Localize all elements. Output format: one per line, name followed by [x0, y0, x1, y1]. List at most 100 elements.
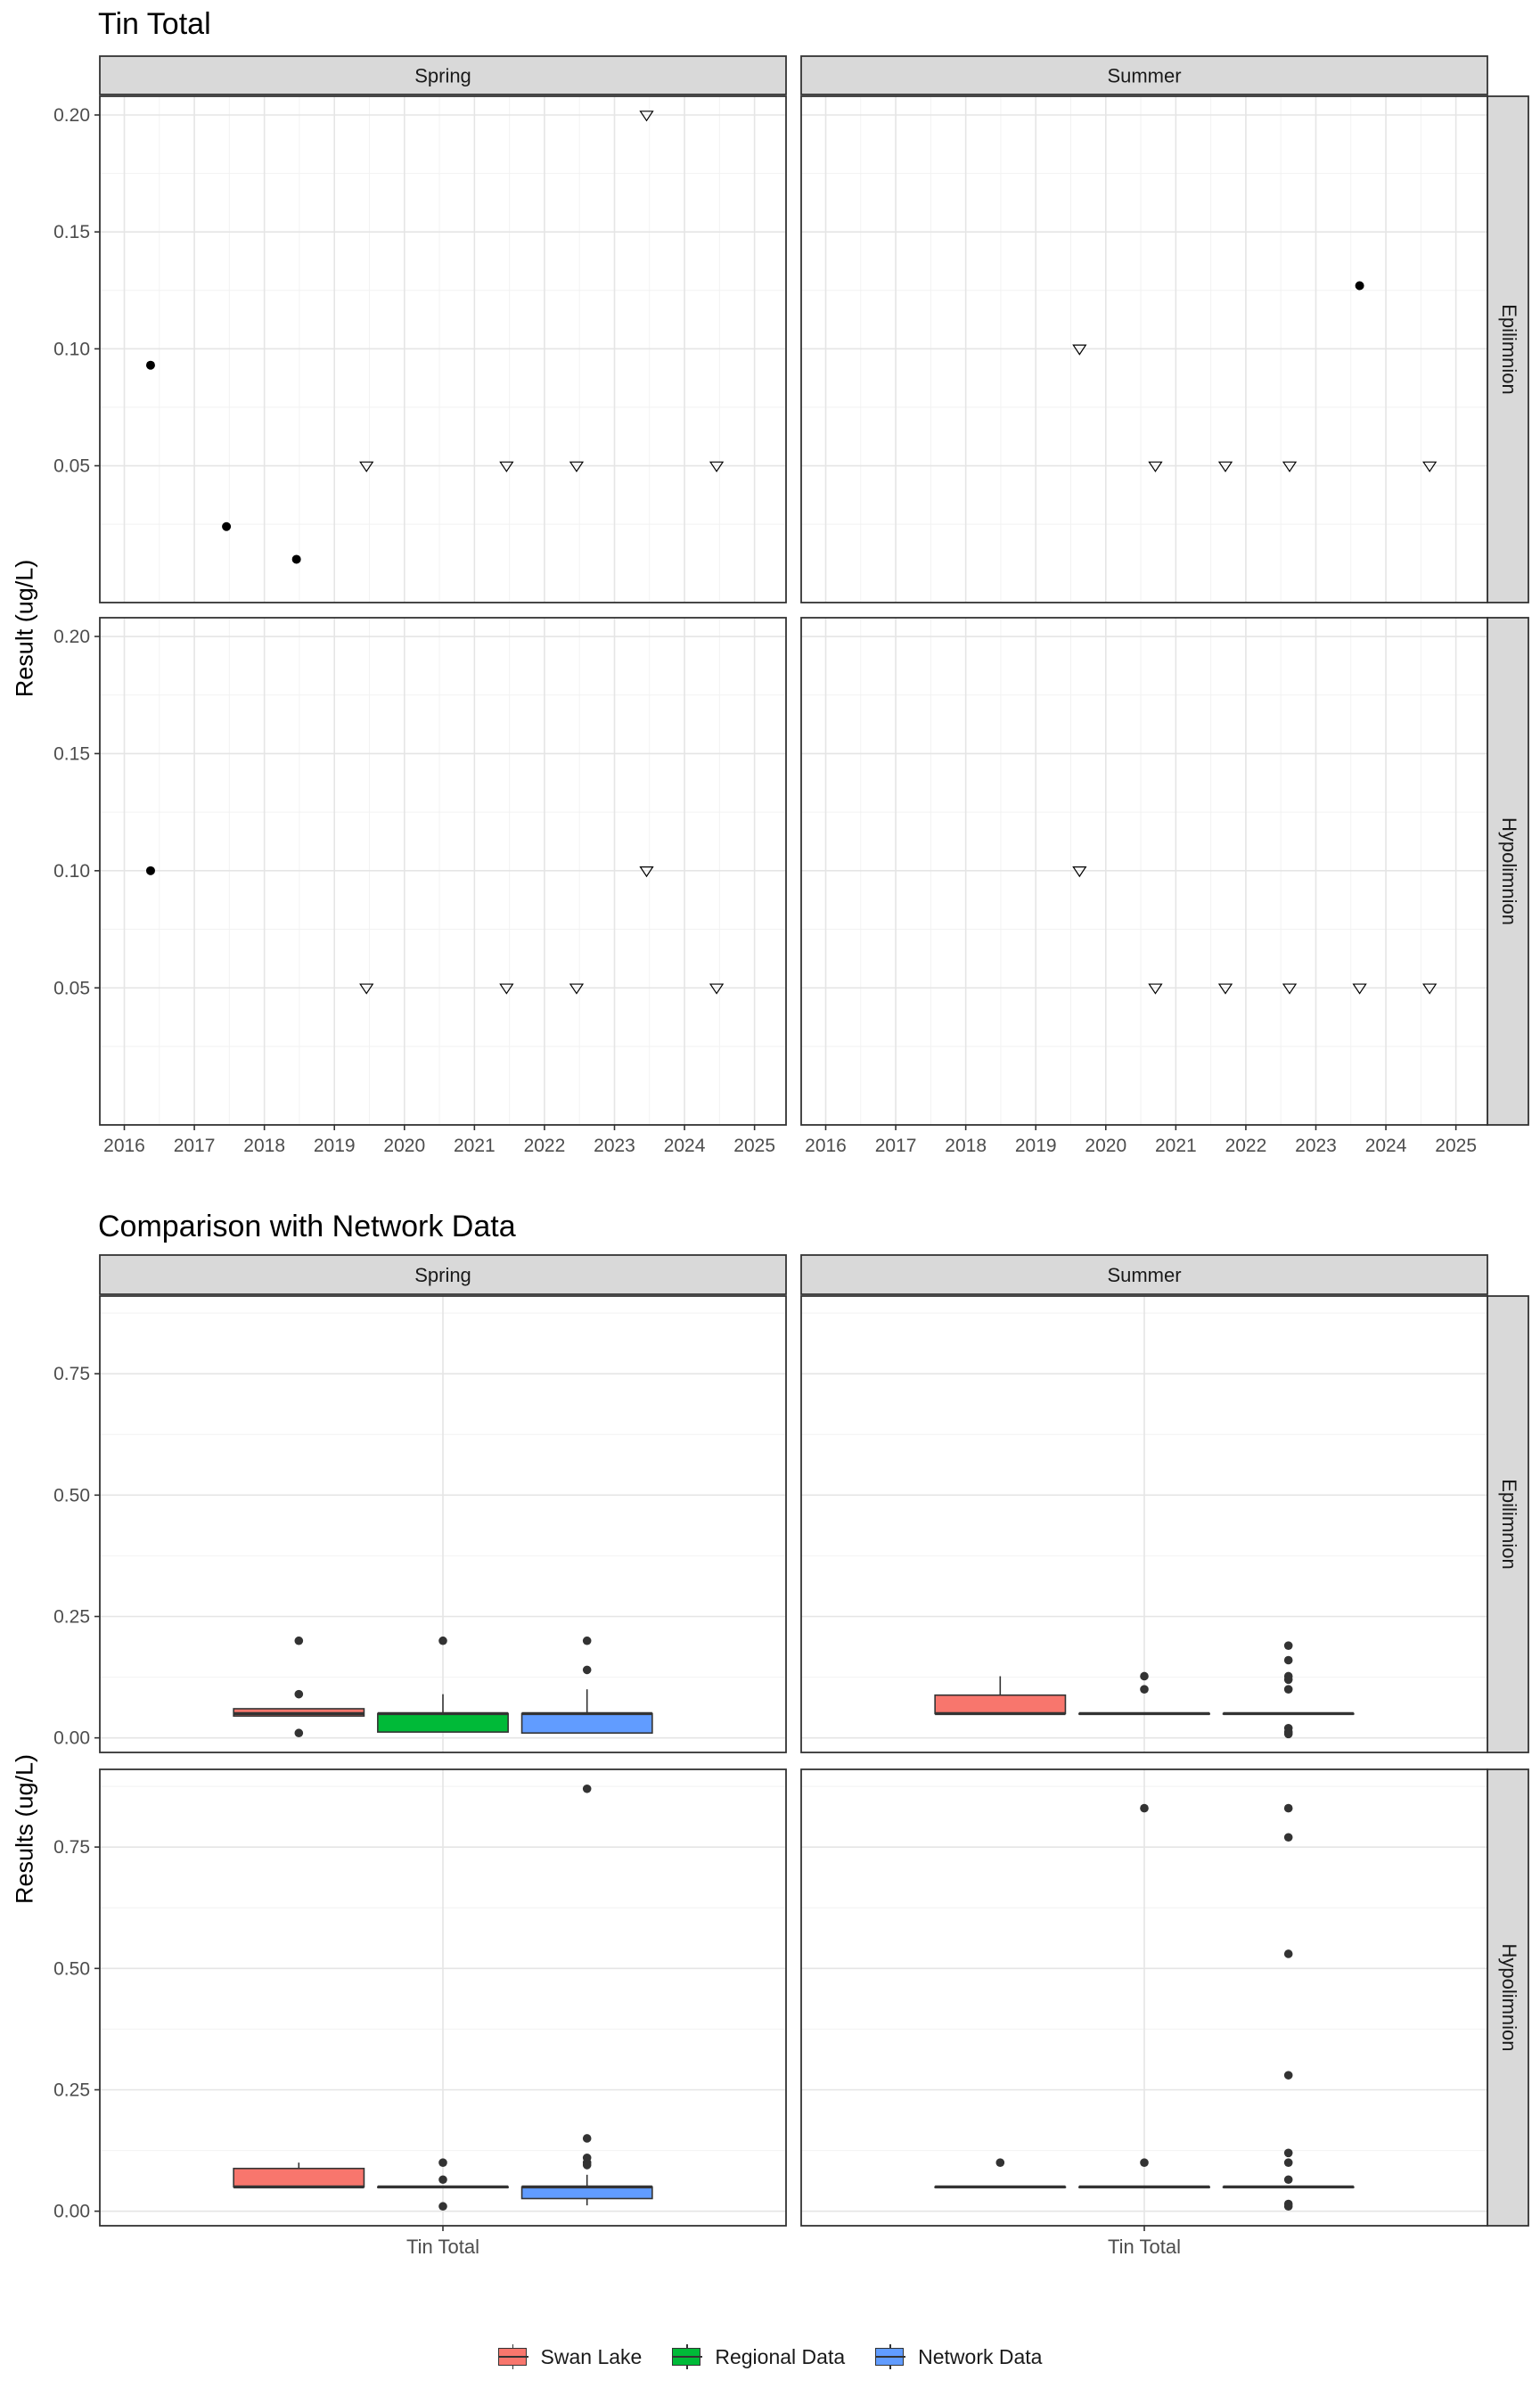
x-tick-label: 2021: [1155, 1136, 1197, 1156]
x-tick-label: 2016: [805, 1136, 847, 1156]
data-point-below-detection: [569, 983, 585, 995]
y-tick-label: 0.75: [53, 1837, 90, 1858]
legend: Swan Lake Regional Data Network Data: [0, 2339, 1540, 2375]
data-point-below-detection: [1282, 461, 1298, 472]
y-tick-label: 0.10: [53, 339, 90, 359]
y-tick-label: 0.00: [53, 2202, 90, 2222]
facet-strip-hypolimnion: [1487, 1768, 1529, 2227]
x-tick-label: 2016: [103, 1136, 145, 1156]
outlier-network-data: [582, 1665, 592, 1675]
facet-label-summer: Summer: [1107, 65, 1181, 87]
outlier-network-data: [582, 2161, 592, 2170]
y-tick-label: 0.15: [53, 743, 90, 764]
y-tick-label: 0.75: [53, 1364, 90, 1384]
x-tick-label: 2022: [1225, 1136, 1267, 1156]
y-tick-label: 0.10: [53, 861, 90, 882]
outlier-network-data: [1283, 2175, 1293, 2185]
facet-strip-summer: [800, 1254, 1488, 1295]
data-point-below-detection: [639, 111, 654, 122]
data-point-below-detection: [1217, 983, 1233, 995]
x-tick-label: 2019: [314, 1136, 356, 1156]
box-network-data: [520, 2186, 653, 2200]
outlier-network-data: [1283, 1803, 1293, 1813]
outlier-swan-lake: [294, 1689, 304, 1699]
legend-key-regional-data: [672, 2344, 703, 2369]
facet-strip-spring: [99, 1254, 787, 1295]
x-tick-label: 2018: [243, 1136, 285, 1156]
legend-label-swan-lake: Swan Lake: [540, 2344, 643, 2368]
legend-key-network-data: [875, 2344, 906, 2369]
x-tick-label: Tin Total: [1108, 2236, 1181, 2258]
outlier-network-data: [1283, 1641, 1293, 1650]
data-point-below-detection: [1282, 983, 1298, 995]
data-point-below-detection: [1422, 461, 1438, 472]
data-point-below-detection: [1072, 344, 1087, 356]
outlier-network-data: [582, 1636, 592, 1645]
data-point-below-detection: [359, 983, 374, 995]
facet-label-epilimnion: Epilimnion: [1498, 1479, 1520, 1570]
outlier-network-data: [1283, 2071, 1293, 2080]
chart-title-bottom: Comparison with Network Data: [98, 1210, 516, 1243]
chart-title-top: Tin Total: [98, 7, 211, 41]
facet-label-hypolimnion: Hypolimnion: [1498, 1943, 1520, 2051]
x-tick-label: 2023: [1295, 1136, 1337, 1156]
y-tick-label: 0.00: [53, 1728, 90, 1749]
y-tick-label: 0.50: [53, 1485, 90, 1506]
outlier-regional-data: [1140, 1671, 1149, 1681]
x-tick-label: 2024: [1365, 1136, 1407, 1156]
outlier-regional-data: [1140, 2158, 1149, 2167]
outlier-network-data: [582, 2134, 592, 2143]
data-point-below-detection: [1217, 461, 1233, 472]
outlier-swan-lake: [294, 1636, 304, 1645]
x-tick-label: 2019: [1015, 1136, 1057, 1156]
data-point-below-detection: [1422, 983, 1438, 995]
y-tick-label: 0.25: [53, 1606, 90, 1627]
facet-strip-spring: [99, 55, 787, 95]
outlier-regional-data: [438, 2158, 447, 2167]
x-tick-label: 2021: [454, 1136, 496, 1156]
x-tick-label: 2022: [524, 1136, 566, 1156]
x-tick-label: 2020: [1085, 1136, 1126, 1156]
y-tick-label: 0.20: [53, 105, 90, 126]
outlier-network-data: [1283, 1949, 1293, 1958]
y-tick-label: 0.05: [53, 978, 90, 998]
outlier-network-data: [1283, 1655, 1293, 1665]
x-tick-label: 2025: [1435, 1136, 1477, 1156]
facet-label-spring: Spring: [414, 65, 471, 87]
facet-strip-summer: [800, 55, 1488, 95]
box-swan-lake: [233, 2167, 365, 2188]
outlier-swan-lake: [995, 2158, 1005, 2167]
x-tick-label: Tin Total: [406, 2236, 479, 2258]
data-point-detected: [291, 554, 301, 564]
facet-strip-epilimnion: [1487, 95, 1529, 603]
x-tick-label: 2020: [383, 1136, 425, 1156]
data-point-below-detection: [569, 461, 585, 472]
facet-strip-hypolimnion: [1487, 617, 1529, 1126]
outlier-regional-data: [438, 2202, 447, 2211]
x-tick-label: 2023: [594, 1136, 635, 1156]
legend-label-network-data: Network Data: [918, 2344, 1043, 2368]
outlier-network-data: [1283, 1833, 1293, 1842]
data-point-detected: [145, 866, 155, 875]
outlier-network-data: [582, 1784, 592, 1793]
data-point-below-detection: [499, 461, 514, 472]
outlier-regional-data: [1140, 1685, 1149, 1694]
y-tick-label: 0.20: [53, 627, 90, 647]
data-point-below-detection: [499, 983, 514, 995]
box-regional-data: [377, 1712, 509, 1733]
data-point-below-detection: [639, 866, 654, 878]
facet-label-hypolimnion: Hypolimnion: [1498, 817, 1520, 925]
data-point-below-detection: [359, 461, 374, 472]
outlier-network-data: [1283, 1675, 1293, 1685]
legend-item-swan-lake: Swan Lake: [497, 2344, 643, 2369]
data-point-detected: [222, 521, 232, 531]
y-tick-label: 0.25: [53, 2080, 90, 2100]
x-tick-label: 2025: [733, 1136, 775, 1156]
panel-border: [99, 1295, 787, 1753]
legend-item-network-data: Network Data: [875, 2344, 1042, 2369]
outlier-network-data: [1283, 1729, 1293, 1739]
y-tick-label: 0.05: [53, 456, 90, 477]
x-tick-label: 2018: [945, 1136, 987, 1156]
data-point-below-detection: [1352, 983, 1367, 995]
facet-label-epilimnion: Epilimnion: [1498, 304, 1520, 395]
